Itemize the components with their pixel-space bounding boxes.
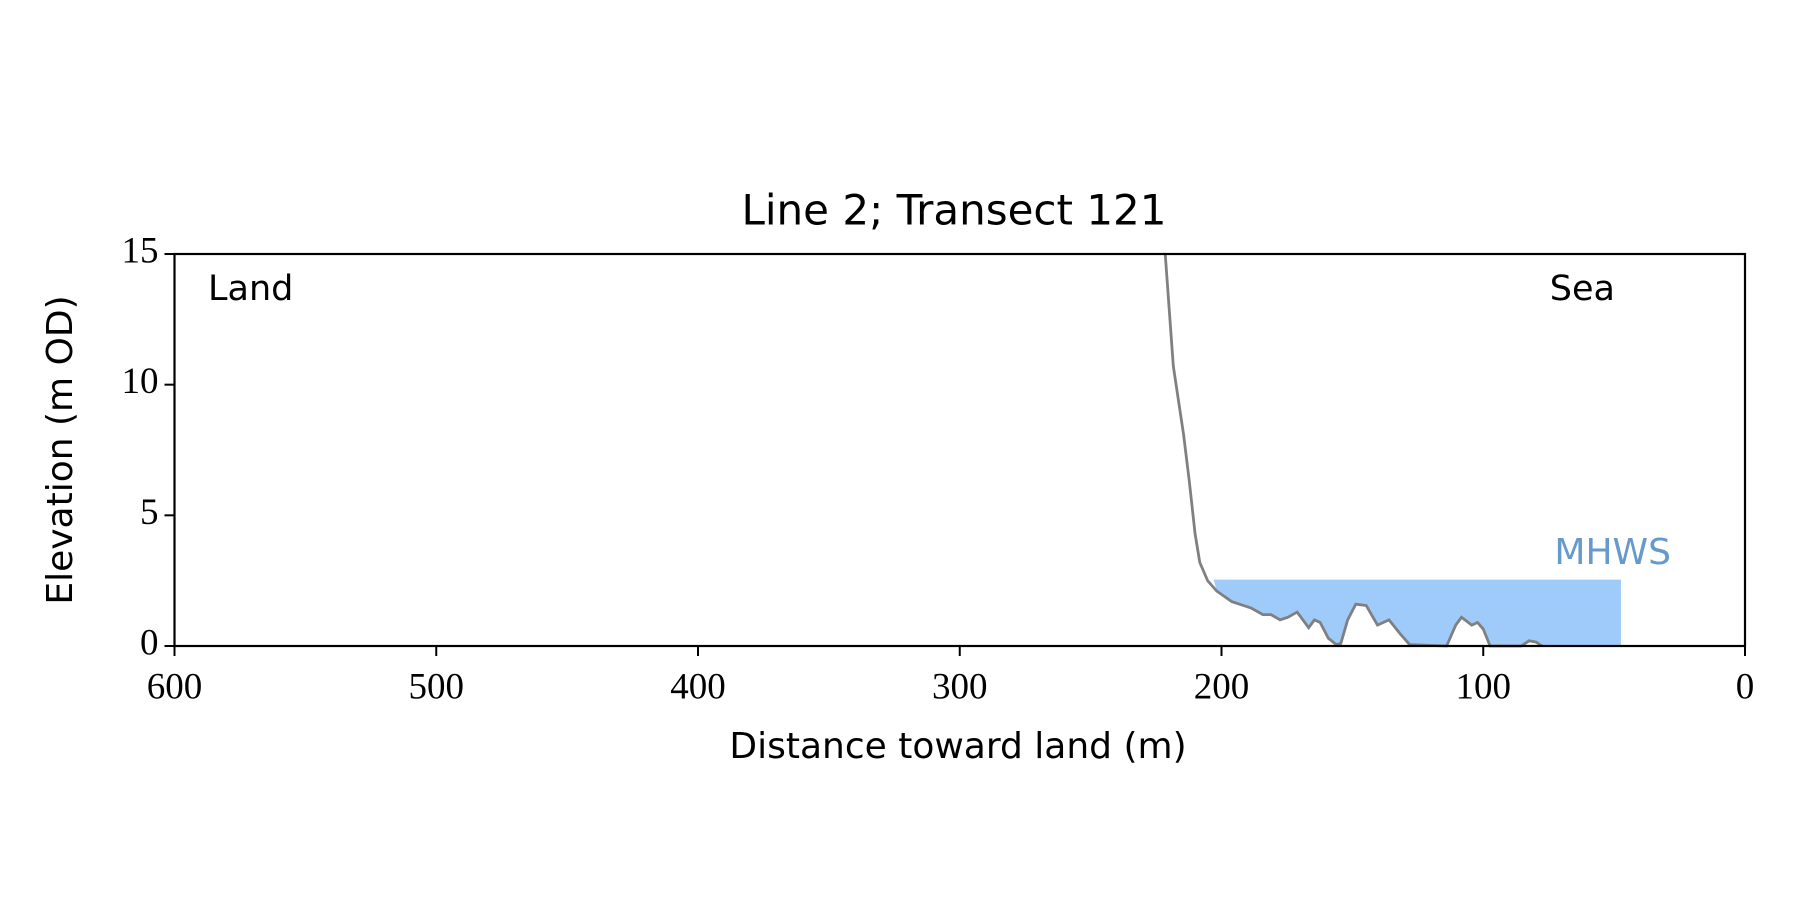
- x-tick-label: 400: [670, 666, 726, 707]
- annotation: Land: [208, 269, 293, 309]
- mhws-label: MHWS: [1554, 532, 1671, 573]
- x-tick-label: 100: [1456, 666, 1512, 707]
- x-tick-label: 300: [932, 666, 988, 707]
- y-axis-label: Elevation (m OD): [40, 295, 81, 604]
- x-tick-label: 200: [1194, 666, 1250, 707]
- annotation: Sea: [1550, 269, 1615, 309]
- y-tick-label: 15: [122, 230, 159, 271]
- x-tick-label: 0: [1736, 666, 1755, 707]
- x-tick-label: 500: [409, 666, 465, 707]
- chart-title: Line 2; Transect 121: [741, 186, 1166, 235]
- mhws-fill: [1213, 579, 1621, 646]
- x-tick-label: 600: [147, 666, 203, 707]
- x-axis-label: Distance toward land (m): [729, 726, 1186, 767]
- y-tick-label: 0: [140, 622, 159, 663]
- y-tick-label: 10: [122, 361, 159, 402]
- y-tick-label: 5: [140, 492, 159, 533]
- line: [1163, 253, 1543, 648]
